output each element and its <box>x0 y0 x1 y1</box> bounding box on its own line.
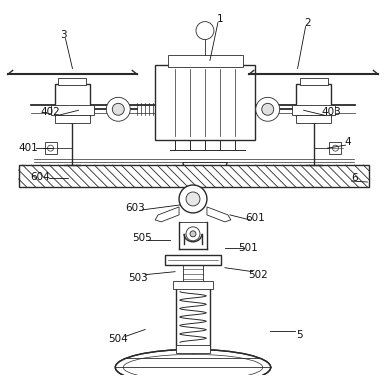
Bar <box>176 346 210 353</box>
Bar <box>59 79 86 85</box>
Bar <box>292 105 335 115</box>
Circle shape <box>47 145 54 151</box>
Bar <box>155 65 255 140</box>
Text: 505: 505 <box>132 233 152 243</box>
Bar <box>296 84 332 116</box>
Circle shape <box>190 231 196 237</box>
Circle shape <box>196 21 214 39</box>
Circle shape <box>262 103 274 115</box>
Bar <box>165 255 221 265</box>
Bar <box>173 280 213 289</box>
Bar <box>54 84 90 116</box>
Ellipse shape <box>115 349 271 376</box>
Text: 3: 3 <box>60 30 67 39</box>
Circle shape <box>112 103 124 115</box>
Bar <box>296 115 332 123</box>
Bar <box>176 285 210 349</box>
Bar <box>300 79 327 85</box>
Text: 2: 2 <box>304 18 311 27</box>
Text: 6: 6 <box>351 173 358 183</box>
Text: 601: 601 <box>245 213 265 223</box>
Text: 401: 401 <box>19 143 39 153</box>
Bar <box>168 56 243 67</box>
Circle shape <box>186 192 200 206</box>
Text: 5: 5 <box>296 331 303 340</box>
Text: 503: 503 <box>128 273 148 283</box>
Bar <box>19 165 369 187</box>
Text: 402: 402 <box>41 107 60 117</box>
Polygon shape <box>207 207 231 222</box>
Text: 4: 4 <box>344 137 351 147</box>
Circle shape <box>106 97 130 121</box>
Text: 603: 603 <box>125 203 145 213</box>
Circle shape <box>186 227 200 241</box>
Text: 403: 403 <box>322 107 341 117</box>
Bar <box>51 105 94 115</box>
Circle shape <box>332 145 339 151</box>
Bar <box>44 142 56 154</box>
Text: 604: 604 <box>31 172 51 182</box>
Bar <box>330 142 342 154</box>
Bar <box>183 265 203 285</box>
Circle shape <box>256 97 280 121</box>
Polygon shape <box>155 207 179 222</box>
Text: 1: 1 <box>217 14 223 24</box>
Bar <box>54 115 90 123</box>
Text: 502: 502 <box>248 270 267 280</box>
Text: 504: 504 <box>108 334 128 344</box>
Circle shape <box>179 185 207 213</box>
Text: 501: 501 <box>238 243 258 253</box>
